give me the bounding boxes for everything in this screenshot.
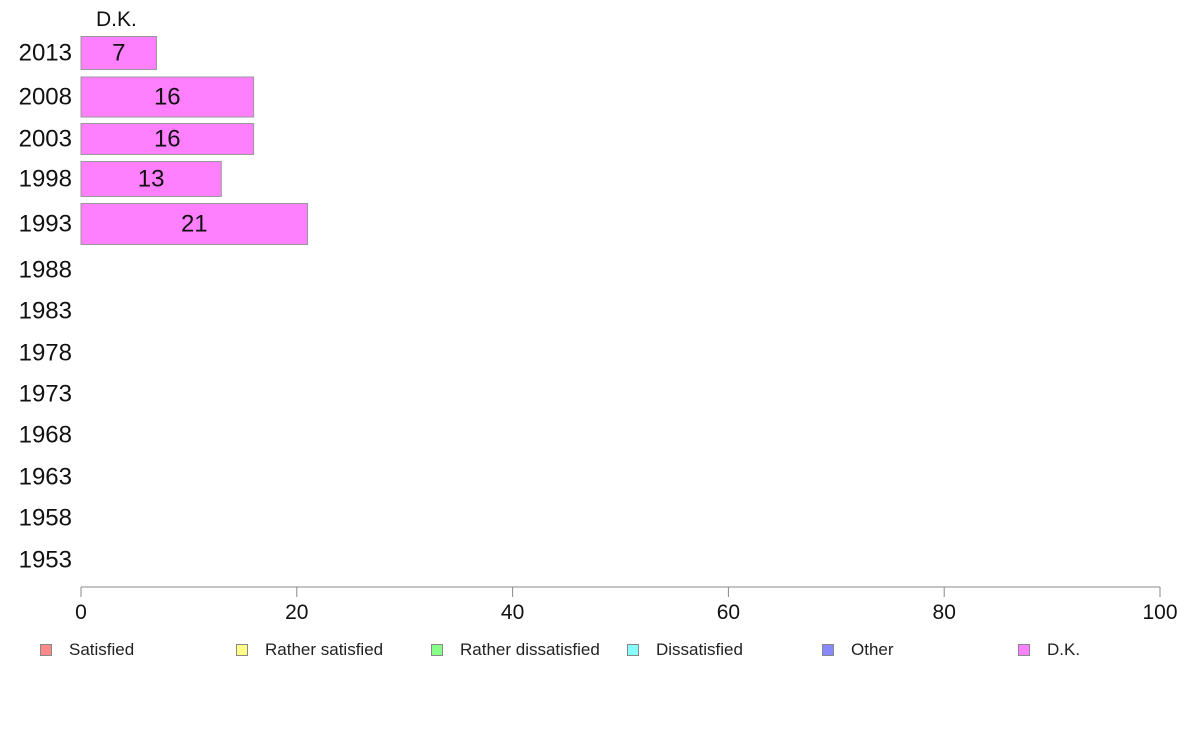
y-tick-label: 2003 [19,126,72,153]
bar-2013 [80,36,158,70]
y-tick-label: 1963 [19,464,72,491]
y-tick-label: 1958 [19,505,72,532]
bar-value-label: 16 [154,84,181,111]
legend-swatch [627,644,639,656]
x-axis-ticks: 0 20 40 60 80 100 [75,587,1178,624]
legend-label: Satisfied [69,640,135,659]
y-tick-label: 1988 [19,257,72,284]
legend-item: Dissatisfied [627,638,743,662]
bars-group [80,36,309,245]
bar-value-label: 13 [138,166,165,193]
x-tick-label: 40 [501,601,524,624]
legend-label: Dissatisfied [656,640,743,659]
x-tick-label: 0 [75,601,87,624]
bar-labels-group: 7 16 16 13 21 [112,40,208,238]
bar-value-label: 7 [112,40,125,67]
bar-2003 [80,123,255,155]
legend-swatch [1018,644,1030,656]
bar-1993 [80,203,309,245]
y-tick-label: 1978 [19,340,72,367]
legend-item: D.K. [1018,638,1080,662]
legend-item: Rather dissatisfied [431,638,600,662]
x-tick-label: 100 [1142,601,1177,624]
y-tick-label: 1983 [19,298,72,325]
y-tick-label: 1998 [19,166,72,193]
bar-1998 [80,161,222,197]
y-tick-label: 1968 [19,422,72,449]
panel-title: D.K. [96,8,137,31]
y-tick-label: 1973 [19,381,72,408]
y-axis-labels: 2013 2008 2003 1998 1993 1988 1983 1978 1973 1968… [19,40,72,574]
bar-value-label: 16 [154,126,181,153]
legend-label: Rather satisfied [265,640,384,659]
bar-value-label: 21 [181,211,208,238]
legend-label: Other [851,640,894,659]
y-tick-label: 1953 [19,547,72,574]
x-tick-label: 60 [717,601,740,624]
bar-chart: D.K. 7 16 16 13 21 2013 2008 2003 1998 1993 1988 1… [19,8,1178,624]
y-tick-label: 2013 [19,40,72,67]
legend-swatch [822,644,834,656]
x-tick-label: 20 [285,601,308,624]
legend-label: D.K. [1047,640,1081,659]
legend-swatch [431,644,443,656]
legend: Satisfied Rather satisfied Rather dissatis… [0,638,1188,662]
legend-swatch [236,644,248,656]
bar-2008 [80,76,255,118]
legend-label: Rather dissatisfied [460,640,600,659]
legend-item: Other [822,638,894,662]
legend-swatch [40,644,52,656]
legend-item: Satisfied [40,638,134,662]
x-tick-label: 80 [933,601,956,624]
legend-item: Rather satisfied [236,638,383,662]
y-tick-label: 2008 [19,84,72,111]
y-tick-label: 1993 [19,211,72,238]
